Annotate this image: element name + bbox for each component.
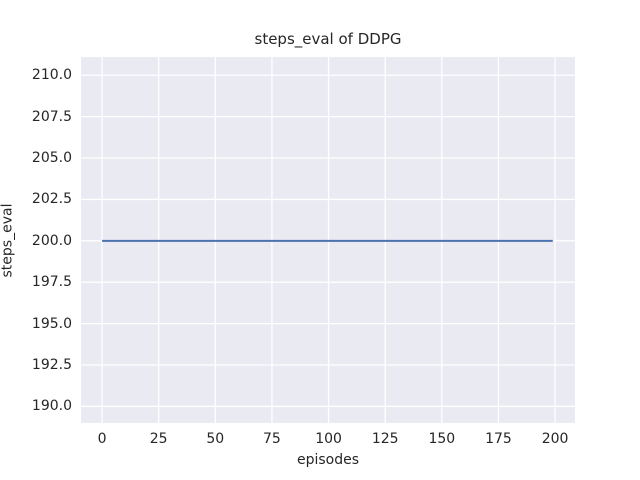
- y-tick-label: 195.0: [31, 315, 72, 332]
- x-tick-label: 0: [97, 431, 107, 447]
- y-tick-label: 207.5: [31, 108, 72, 125]
- y-tick-label: 200.0: [31, 232, 72, 249]
- x-tick-label: 175: [485, 431, 512, 447]
- chart-title: steps_eval of DDPG: [254, 30, 402, 48]
- y-tick-label: 202.5: [31, 191, 72, 208]
- plot-svg: [81, 57, 575, 423]
- x-tick-label: 25: [149, 431, 168, 447]
- y-tick-label: 192.5: [31, 357, 72, 374]
- x-tick-label: 200: [541, 431, 569, 447]
- y-tick-label: 205.0: [31, 150, 72, 167]
- y-tick-label: 197.5: [31, 274, 72, 291]
- x-tick-label: 100: [315, 431, 342, 447]
- plot-area: [81, 57, 575, 423]
- x-tick-label: 150: [428, 431, 456, 447]
- x-tick-label: 125: [371, 431, 399, 447]
- x-tick-label: 75: [263, 431, 281, 447]
- x-axis-label: episodes: [296, 452, 360, 468]
- y-tick-label: 190.0: [31, 398, 72, 415]
- x-tick-label: 50: [206, 431, 225, 447]
- y-axis-label: steps_eval: [0, 203, 16, 278]
- y-tick-label: 210.0: [31, 67, 72, 84]
